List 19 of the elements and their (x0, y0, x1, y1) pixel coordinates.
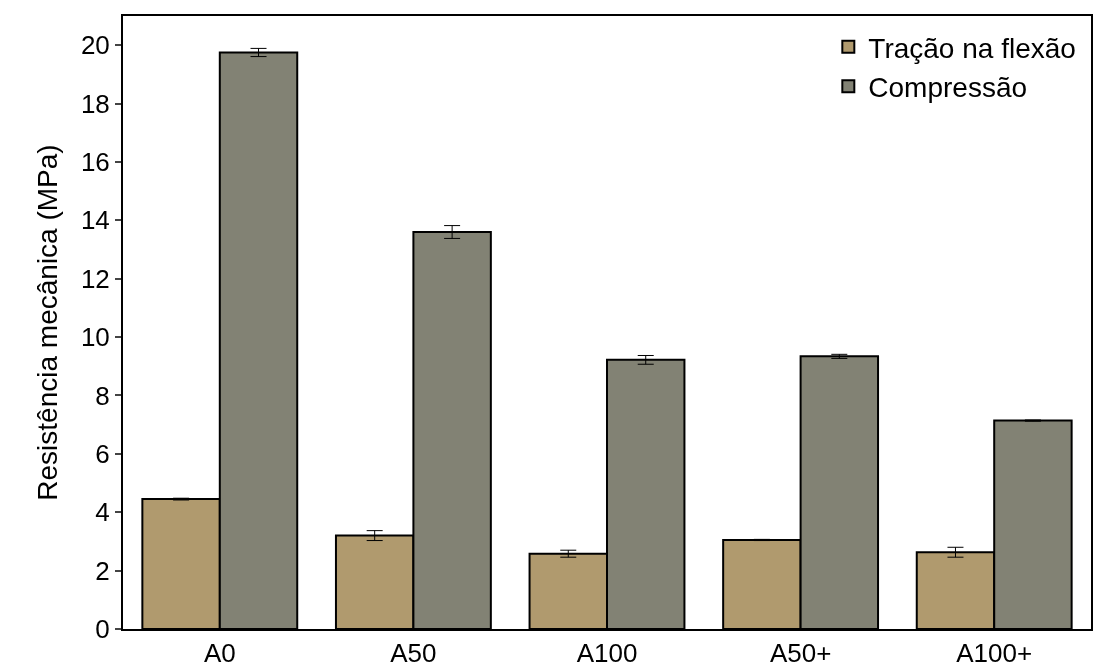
y-tick-label: 16 (80, 147, 110, 178)
x-tick-label: A50 (390, 638, 437, 669)
y-tick-label: 12 (80, 263, 110, 294)
y-tick-label: 18 (80, 88, 110, 119)
y-tick-label: 6 (95, 438, 110, 469)
y-tick-label: 14 (80, 205, 110, 236)
x-tick-label: A100+ (956, 638, 1033, 669)
y-tick-label: 10 (80, 322, 110, 353)
y-tick-label: 0 (95, 614, 110, 645)
x-tick-label: A50+ (769, 638, 832, 669)
y-axis-title: Resistência mecânica (MPa) (32, 144, 64, 501)
legend-label: Compressão (868, 72, 1028, 104)
x-tick-label: A0 (203, 638, 236, 669)
y-tick-label: 20 (80, 30, 110, 61)
legend-label: Tração na flexão (868, 32, 1076, 64)
x-tick-label: A100 (576, 638, 638, 669)
y-tick-label: 8 (95, 380, 110, 411)
y-tick-label: 2 (95, 555, 110, 586)
y-tick-label: 4 (95, 497, 110, 528)
